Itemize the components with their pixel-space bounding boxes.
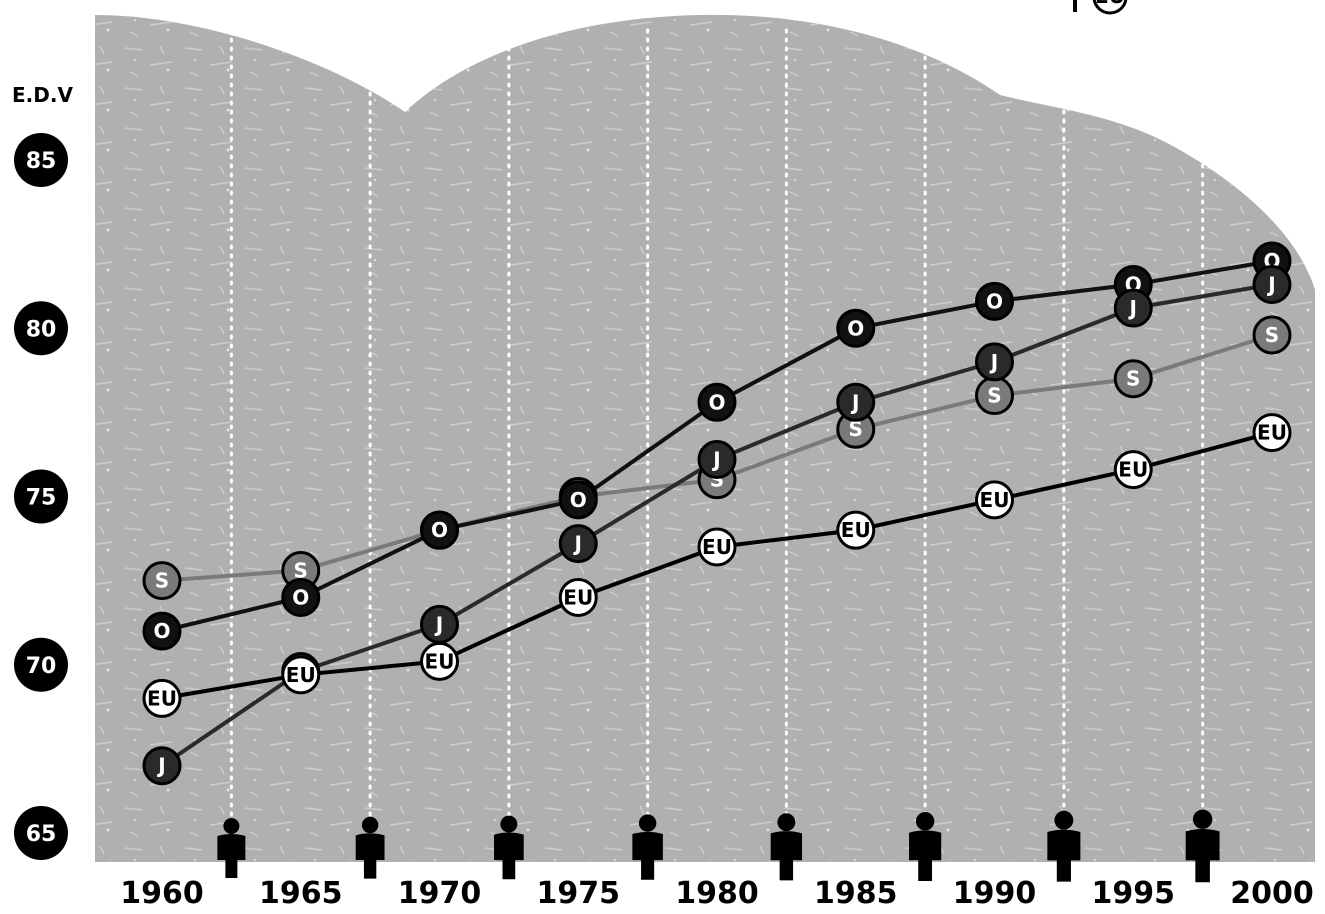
point-s: S <box>281 551 321 591</box>
legend: EU <box>1073 0 1128 15</box>
point-label: EU <box>425 649 455 673</box>
point-o: O <box>558 480 598 520</box>
y-tick-label: 75 <box>26 486 57 511</box>
y-tick-badge <box>14 469 68 524</box>
point-s: S <box>1113 359 1153 399</box>
person-icon <box>494 815 524 880</box>
point-label: S <box>155 569 169 593</box>
point-o: O <box>697 382 737 422</box>
legend-marker-label: EU <box>1095 0 1125 8</box>
point-label: EU <box>841 518 871 542</box>
y-tick-label: 65 <box>26 822 57 847</box>
point-label: EU <box>1257 421 1287 445</box>
point-label: O <box>431 518 448 542</box>
person-icons <box>217 809 1220 883</box>
textured-background <box>95 14 1315 863</box>
point-label: S <box>294 559 308 583</box>
point-label: EU <box>563 585 593 609</box>
y-tick-badge <box>14 637 68 692</box>
point-label: J <box>711 447 720 471</box>
point-o: O <box>142 611 182 651</box>
point-eu: EU <box>420 641 459 681</box>
point-o: O <box>281 577 321 617</box>
point-j: J <box>420 604 459 644</box>
y-tick-label: 85 <box>26 149 57 174</box>
x-tick-label: 1985 <box>814 876 898 911</box>
x-tick-label: 2000 <box>1230 876 1314 911</box>
point-eu: EU <box>1113 450 1153 490</box>
point-label: J <box>1128 296 1137 320</box>
point-label: O <box>570 488 587 512</box>
y-tick-label: 70 <box>26 654 57 679</box>
vertical-gridlines <box>229 28 1205 862</box>
person-icon <box>355 816 385 879</box>
point-o: O <box>836 308 876 348</box>
x-tick-label: 1965 <box>259 876 343 911</box>
point-s: S <box>975 376 1014 416</box>
x-axis-ticks: 1960 1965 1970 1975 1980 1985 1990 1995 2000 <box>120 876 1314 911</box>
point-label: S <box>987 384 1001 408</box>
y-axis-ticks: 85 80 75 70 65 <box>14 133 68 860</box>
point-o: O <box>975 281 1014 321</box>
point-label: O <box>847 316 864 340</box>
series-markers: SSSSSSSSSOOOOOOOOOJJJJJJJJJEUEUEUEUEUEUE… <box>142 241 1292 786</box>
person-icon <box>1047 810 1081 882</box>
x-tick-label: 1970 <box>398 876 482 911</box>
point-label: EU <box>1118 458 1148 482</box>
point-j: J <box>975 342 1014 382</box>
y-tick-badge <box>14 806 68 860</box>
x-tick-label: 1980 <box>675 876 759 911</box>
point-label: S <box>1265 323 1279 347</box>
point-label: J <box>573 532 582 556</box>
point-s: S <box>1252 315 1292 355</box>
point-eu: EU <box>975 480 1014 520</box>
point-label: O <box>292 585 309 609</box>
point-label: J <box>989 350 998 374</box>
point-label: EU <box>980 488 1010 512</box>
y-axis-label: E.D.V <box>12 83 73 107</box>
point-eu: EU <box>558 577 598 617</box>
point-s: S <box>142 561 182 601</box>
person-icon <box>632 814 663 880</box>
point-label: J <box>156 754 165 778</box>
person-icon <box>909 812 942 881</box>
point-label: S <box>849 417 863 441</box>
point-label: O <box>153 619 170 643</box>
point-label: EU <box>702 535 732 559</box>
point-label: S <box>1126 367 1140 391</box>
point-j: J <box>1113 288 1153 328</box>
y-tick-badge <box>14 133 68 187</box>
x-tick-label: 1995 <box>1092 876 1176 911</box>
point-o: O <box>420 510 459 550</box>
point-label: J <box>1266 273 1275 297</box>
point-eu: EU <box>281 655 321 695</box>
point-j: J <box>142 746 182 786</box>
y-tick-label: 80 <box>26 317 57 342</box>
x-tick-label: 1975 <box>537 876 621 911</box>
person-icon <box>217 818 246 878</box>
point-label: O <box>708 390 725 414</box>
point-eu: EU <box>697 527 737 567</box>
point-eu: EU <box>836 510 876 550</box>
point-label: J <box>434 612 443 636</box>
point-label: EU <box>147 686 177 710</box>
person-icon <box>770 813 803 881</box>
x-tick-label: 1990 <box>953 876 1037 911</box>
x-tick-label: 1960 <box>120 876 204 911</box>
point-j: J <box>1252 265 1292 305</box>
legend-marker <box>1092 0 1128 15</box>
point-eu: EU <box>142 678 182 718</box>
point-label: O <box>986 289 1003 313</box>
point-j: J <box>558 524 598 564</box>
point-j: J <box>697 439 737 479</box>
point-label: J <box>850 390 859 414</box>
point-j: J <box>836 382 876 422</box>
y-tick-badge <box>14 301 68 356</box>
point-label: EU <box>286 663 316 687</box>
point-eu: EU <box>1252 413 1292 453</box>
person-icon <box>1185 809 1220 883</box>
